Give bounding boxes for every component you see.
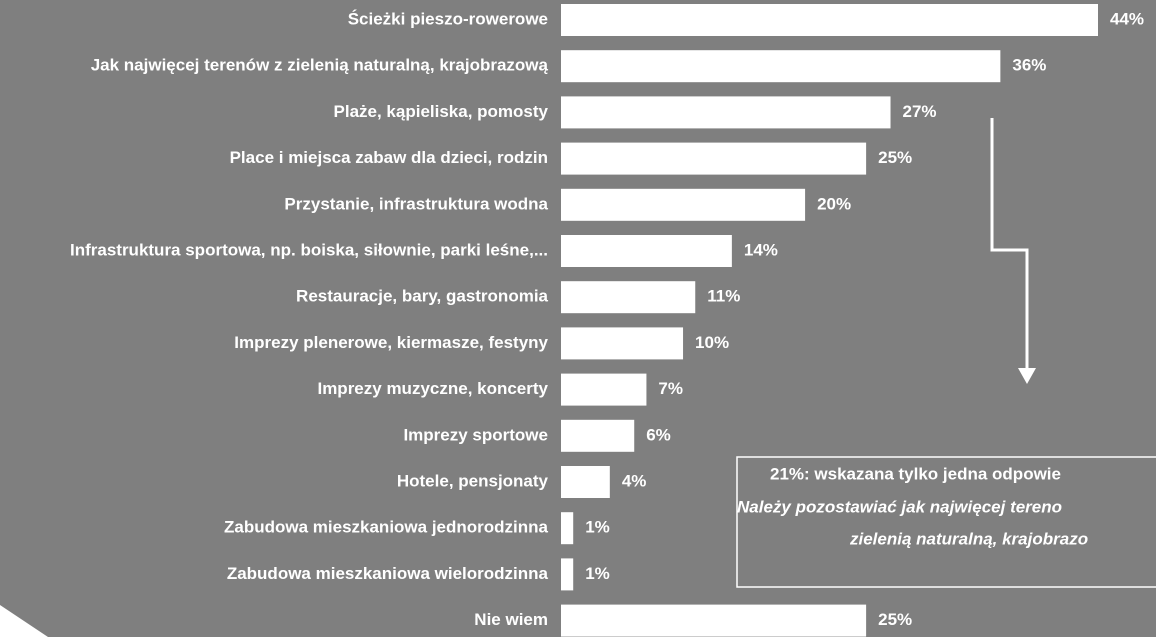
value-label: 27% xyxy=(903,102,937,121)
category-label: Infrastruktura sportowa, np. boiska, sił… xyxy=(70,240,548,259)
value-label: 1% xyxy=(585,564,610,583)
bar xyxy=(561,281,696,314)
bar xyxy=(561,235,732,267)
value-label: 7% xyxy=(658,379,683,398)
value-label: 25% xyxy=(878,610,912,629)
category-label: Ścieżki pieszo-rowerowe xyxy=(348,9,548,28)
category-label: Zabudowa mieszkaniowa wielorodzinna xyxy=(227,564,549,583)
value-label: 6% xyxy=(646,425,671,444)
category-label: Plaże, kąpieliska, pomosty xyxy=(334,102,549,121)
annotation-box xyxy=(736,456,1156,588)
category-label: Hotele, pensjonaty xyxy=(397,471,549,490)
category-label: Jak najwięcej terenów z zielenią natural… xyxy=(91,56,549,75)
value-label: 11% xyxy=(707,287,740,306)
bar xyxy=(561,96,891,129)
bar xyxy=(561,466,610,498)
value-label: 20% xyxy=(817,194,851,213)
category-label: Place i miejsca zabaw dla dzieci, rodzin xyxy=(230,148,548,167)
category-label: Imprezy sportowe xyxy=(403,425,548,444)
value-label: 14% xyxy=(744,240,778,259)
bar xyxy=(561,419,635,452)
bar xyxy=(561,188,806,221)
bar xyxy=(561,373,647,406)
category-label: Nie wiem xyxy=(474,610,548,629)
value-label: 1% xyxy=(585,518,610,537)
value-label: 36% xyxy=(1012,56,1046,75)
value-label: 10% xyxy=(695,333,729,352)
bar xyxy=(561,50,1001,83)
value-label: 25% xyxy=(878,148,912,167)
annotation-line: 21%: wskazana tylko jedna odpowie xyxy=(770,464,1061,483)
annotation-line: Należy pozostawiać jak najwięcej tereno xyxy=(737,497,1062,516)
category-label: Zabudowa mieszkaniowa jednorodzinna xyxy=(224,518,549,537)
category-label: Przystanie, infrastruktura wodna xyxy=(284,194,548,213)
bar xyxy=(561,512,574,545)
bar xyxy=(561,4,1098,36)
bar xyxy=(561,327,684,360)
bar xyxy=(561,604,867,637)
category-label: Imprezy plenerowe, kiermasze, festyny xyxy=(234,333,548,352)
arrow xyxy=(990,118,1029,375)
annotation-line: zielenią naturalną, krajobrazo xyxy=(849,529,1088,548)
bar xyxy=(561,142,867,175)
bar xyxy=(561,558,574,591)
value-label: 44% xyxy=(1110,9,1144,28)
corner-decoration xyxy=(0,600,48,637)
value-label: 4% xyxy=(622,471,647,490)
category-label: Imprezy muzyczne, koncerty xyxy=(317,379,548,398)
category-label: Restauracje, bary, gastronomia xyxy=(296,287,548,306)
arrow-head xyxy=(1018,368,1036,384)
